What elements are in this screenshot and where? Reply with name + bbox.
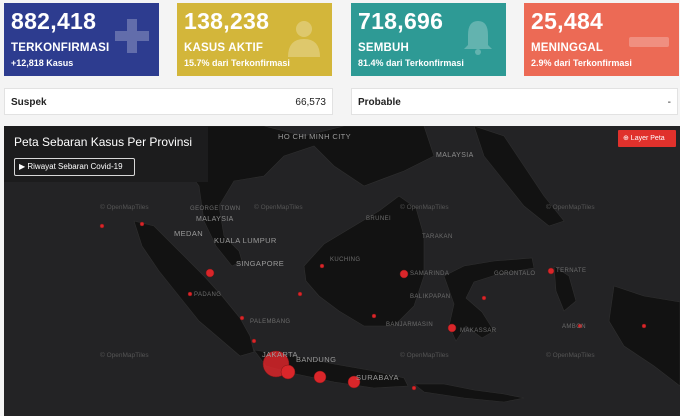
plus-icon [115, 19, 149, 53]
landmass-sumatra [133, 220, 255, 357]
tiles-credit: © OpenMapTiles [254, 204, 303, 211]
card-deaths: 25,484 MENINGGAL 2.9% dari Terkonfirmasi [524, 3, 679, 76]
case-bubble-maluku [577, 323, 583, 329]
history-button[interactable]: ▶ Riwayat Sebaran Covid-19 [14, 158, 135, 176]
map-label: BANJARMASIN [386, 322, 434, 328]
landmass-philippines [473, 126, 565, 227]
map-label: KUALA LUMPUR [214, 236, 277, 245]
case-bubble-kalbar [319, 263, 325, 269]
deaths-label: MENINGGAL [531, 42, 604, 54]
active-value: 138,238 [184, 8, 270, 34]
landmass-borneo [303, 195, 425, 327]
probable-value: - [667, 97, 671, 108]
landmass-nusa [413, 383, 525, 403]
tiles-credit: © OpenMapTiles [100, 352, 149, 359]
map-label: GEORGE TOWN [190, 206, 241, 212]
map-label: JAKARTA [262, 350, 298, 359]
case-bubble-central-java [313, 370, 327, 384]
map-label: GORONTALO [494, 271, 536, 277]
case-bubble-west-java [280, 364, 296, 380]
confirmed-value: 882,418 [11, 8, 97, 34]
probable-stat: Probable - [351, 88, 678, 115]
map-label: MALAYSIA [196, 216, 234, 223]
map-label: TERNATE [556, 268, 587, 274]
landmass-papua [608, 285, 680, 387]
tiles-credit: © OpenMapTiles [546, 204, 595, 211]
map-title: Peta Sebaran Kasus Per Provinsi [14, 135, 193, 149]
confirmed-label: TERKONFIRMASI [11, 42, 110, 54]
case-bubble-east-java [347, 375, 361, 389]
province-map[interactable]: Peta Sebaran Kasus Per Provinsi ▶ Riwaya… [4, 126, 680, 416]
map-label: SAMARINDA [410, 271, 450, 277]
map-label: SINGAPORE [236, 259, 285, 268]
probable-label: Probable [358, 97, 401, 108]
case-bubble-bali [411, 385, 417, 391]
case-bubble-riau [205, 268, 215, 278]
landmass-maluku [553, 265, 577, 312]
tiles-credit: © OpenMapTiles [400, 352, 449, 359]
map-label: MAKASSAR [460, 328, 497, 334]
patient-icon [288, 21, 320, 57]
map-header: Peta Sebaran Kasus Per Provinsi ▶ Riwaya… [4, 126, 208, 182]
map-label: SURABAYA [356, 373, 399, 382]
card-active: 138,238 KASUS AKTIF 15.7% dari Terkonfir… [177, 3, 332, 76]
deaths-sub: 2.9% dari Terkonfirmasi [531, 58, 632, 68]
case-bubble-north-sumatra [139, 221, 145, 227]
suspect-value: 66,573 [295, 97, 326, 108]
suspect-label: Suspek [11, 97, 47, 108]
case-bubble-lampung [251, 338, 257, 344]
map-label: BRUNEI [366, 216, 392, 222]
layer-button[interactable]: ⊕ Layer Peta [618, 130, 676, 147]
map-label: BANDUNG [296, 355, 337, 364]
map-label: PALEMBANG [250, 319, 291, 325]
confirmed-sub: +12,818 Kasus [11, 58, 74, 68]
case-bubble-aceh [99, 223, 105, 229]
deaths-value: 25,484 [531, 8, 604, 34]
card-recovered: 718,696 SEMBUH 81.4% dari Terkonfirmasi [351, 3, 506, 76]
map-label: MEDAN [174, 229, 204, 238]
card-confirmed: 882,418 TERKONFIRMASI +12,818 Kasus [4, 3, 159, 76]
recovered-sub: 81.4% dari Terkonfirmasi [358, 58, 464, 68]
case-bubble-west-sumatra [187, 291, 193, 297]
recovered-value: 718,696 [358, 8, 444, 34]
landmass-sulawesi [443, 257, 535, 342]
case-bubble-papua [641, 323, 647, 329]
case-bubble-sultra [481, 295, 487, 301]
map-label: KUCHING [330, 257, 361, 263]
tiles-credit: © OpenMapTiles [100, 204, 149, 211]
map-label: PADANG [194, 292, 222, 298]
landmass-indochina [153, 126, 435, 267]
map-canvas[interactable] [4, 126, 680, 416]
case-bubble-east-kalimantan [399, 269, 409, 279]
map-label: TARAKAN [422, 234, 453, 240]
map-label: HO CHI MINH CITY [278, 132, 352, 141]
active-label: KASUS AKTIF [184, 42, 264, 54]
case-bubble-south-sumatra [239, 315, 245, 321]
tiles-credit: © OpenMapTiles [546, 352, 595, 359]
summary-cards: 882,418 TERKONFIRMASI +12,818 Kasus 138,… [4, 3, 679, 77]
suspect-stat: Suspek 66,573 [4, 88, 333, 115]
minus-icon [629, 37, 669, 47]
case-bubble-bangka [297, 291, 303, 297]
map-label: AMBON [562, 324, 587, 330]
case-bubble-north-sulawesi [547, 267, 555, 275]
case-bubble-kalteng [371, 313, 377, 319]
tiles-credit: © OpenMapTiles [400, 204, 449, 211]
map-label: MALAYSIA [436, 152, 474, 159]
map-label: BALIKPAPAN [410, 294, 451, 300]
case-bubble-south-sulawesi [447, 323, 457, 333]
active-sub: 15.7% dari Terkonfirmasi [184, 58, 290, 68]
recovered-label: SEMBUH [358, 42, 410, 54]
bell-icon [464, 21, 492, 55]
